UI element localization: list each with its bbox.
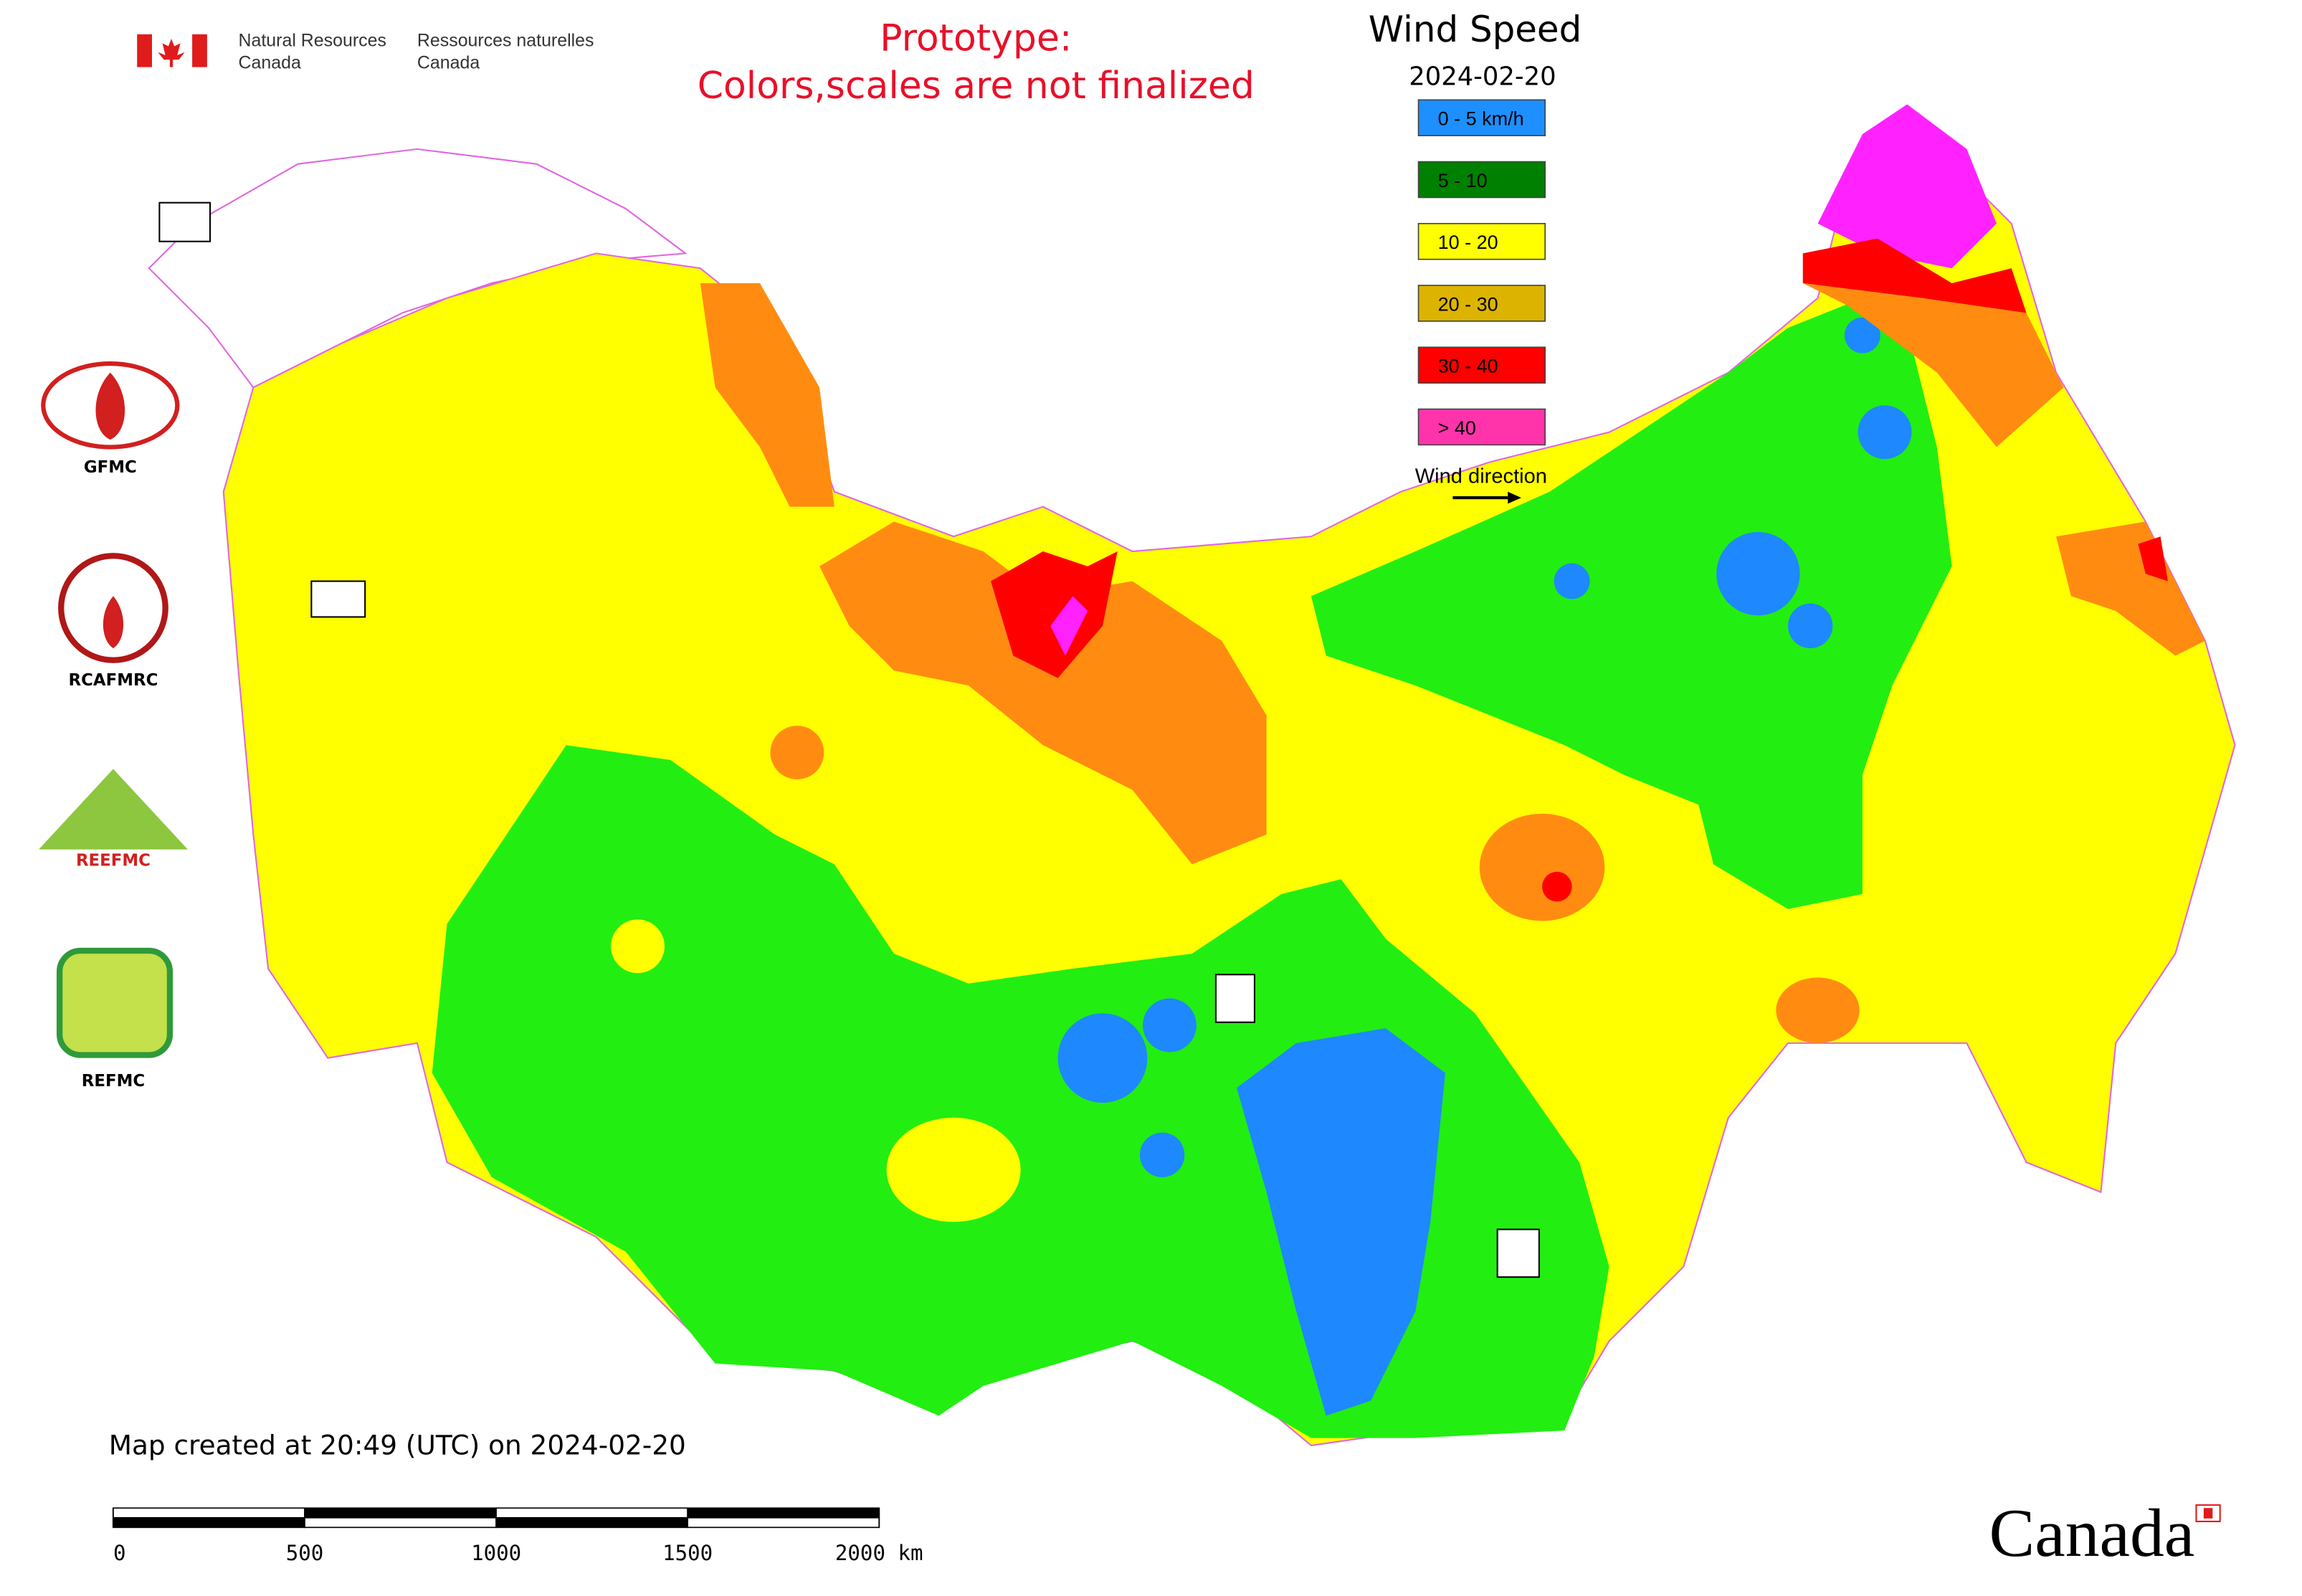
scale-label: 1500 xyxy=(662,1541,713,1565)
logo-label: GFMC xyxy=(84,458,137,477)
scale-segment xyxy=(113,1507,305,1519)
wordmark: Canada xyxy=(1989,1495,2195,1571)
nrcan-signature: Natural Resources Canada Ressources natu… xyxy=(137,30,594,73)
scale-segment xyxy=(113,1516,305,1529)
legend-date: 2024-02-20 xyxy=(1409,62,1556,92)
legend: Wind Speed 2024-02-20 Wind direction 0 -… xyxy=(1369,9,1582,504)
region-gt40 xyxy=(1817,104,1997,269)
direction-label: Wind direction xyxy=(1415,465,1547,488)
logo-label: REFMC xyxy=(82,1072,145,1091)
station-markers xyxy=(158,201,1540,1278)
dept-fr: Canada xyxy=(417,53,480,73)
direction-arrowhead xyxy=(1508,491,1521,504)
scale-segment xyxy=(304,1507,497,1519)
region-30-40 xyxy=(991,551,1118,678)
region-0-5 xyxy=(1554,563,1590,599)
marker xyxy=(1496,1228,1540,1278)
scale-label: 0 xyxy=(113,1541,126,1565)
region-10-20 xyxy=(611,919,665,974)
region-10-20 xyxy=(886,1117,1021,1222)
legend-swatch xyxy=(1417,161,1546,199)
region-0-5 xyxy=(1858,405,1912,460)
scale-label: 1000 xyxy=(471,1541,521,1565)
wordmark-leaf xyxy=(2203,1508,2213,1519)
region-20-30 xyxy=(700,282,834,507)
legend-swatch xyxy=(1417,346,1546,384)
logo-label: RCAFMRC xyxy=(69,671,158,690)
legend-label: 10 - 20 xyxy=(1438,232,1498,253)
map-area xyxy=(148,104,2236,1447)
scale-segment xyxy=(495,1516,688,1529)
region-30-40 xyxy=(1802,238,2027,313)
logos: GFMC RCAFMRC REEFMC REFMC xyxy=(39,361,188,1091)
scale-label: 2000 km xyxy=(835,1541,923,1565)
dept-en: Natural Resources xyxy=(239,30,386,50)
marker xyxy=(1214,974,1255,1023)
region-0-5 xyxy=(1143,998,1197,1053)
legend-label: 0 - 5 km/h xyxy=(1438,108,1524,130)
region-5-10 xyxy=(1311,298,1952,909)
region-30-40 xyxy=(2138,536,2168,581)
region-20-30 xyxy=(2056,521,2205,656)
region-20-30 xyxy=(819,521,1267,865)
legend-swatch xyxy=(1417,408,1546,446)
flag-bar xyxy=(137,34,152,67)
scale-bar: 0 500 1000 1500 2000 km xyxy=(112,1507,923,1565)
region-0-5 xyxy=(1057,1013,1148,1103)
region-0-5 xyxy=(1844,317,1880,353)
legend-label: > 40 xyxy=(1438,417,1476,439)
dept-en: Canada xyxy=(239,53,301,73)
legend-label: 20 - 30 xyxy=(1438,293,1498,315)
scale-segment xyxy=(687,1507,880,1519)
legend-swatch xyxy=(1417,222,1546,260)
region-20-30 xyxy=(770,726,824,780)
region-0-5 xyxy=(1716,532,1800,616)
refmc-logo xyxy=(56,947,173,1058)
scale-label: 500 xyxy=(286,1541,324,1565)
notice: Prototype: xyxy=(880,17,1072,60)
region-0-5 xyxy=(1237,1028,1445,1416)
legend-label: 30 - 40 xyxy=(1438,356,1498,377)
region-20-30 xyxy=(1479,813,1605,921)
legend-swatch xyxy=(1417,285,1546,322)
dept-fr: Ressources naturelles xyxy=(417,30,594,50)
notice: Colors,scales are not finalized xyxy=(698,65,1255,108)
legend-swatch xyxy=(1417,99,1546,137)
flame xyxy=(103,596,124,649)
scale-segment xyxy=(495,1507,688,1519)
scale-segment xyxy=(687,1516,880,1529)
reefmc-logo xyxy=(39,769,188,850)
scale-segment xyxy=(304,1516,497,1529)
created-note: Map created at 20:49 (UTC) on 2024-02-20 xyxy=(109,1429,686,1460)
region-20-30 xyxy=(1776,977,1860,1043)
region-20-30 xyxy=(1802,282,2064,447)
flag-bar xyxy=(192,34,207,67)
flame xyxy=(95,372,125,440)
maple-leaf xyxy=(158,39,185,67)
region-0-5 xyxy=(1787,603,1833,649)
gfmc-logo xyxy=(41,361,180,450)
marker xyxy=(158,201,211,242)
region-gt40 xyxy=(1050,596,1088,656)
logo-label: REEFMC xyxy=(76,852,151,870)
legend-title: Wind Speed xyxy=(1369,9,1582,50)
marker xyxy=(310,580,366,618)
region-0-5 xyxy=(1139,1132,1185,1177)
legend-label: 5 - 10 xyxy=(1438,170,1488,191)
region-30-40 xyxy=(1542,871,1572,902)
